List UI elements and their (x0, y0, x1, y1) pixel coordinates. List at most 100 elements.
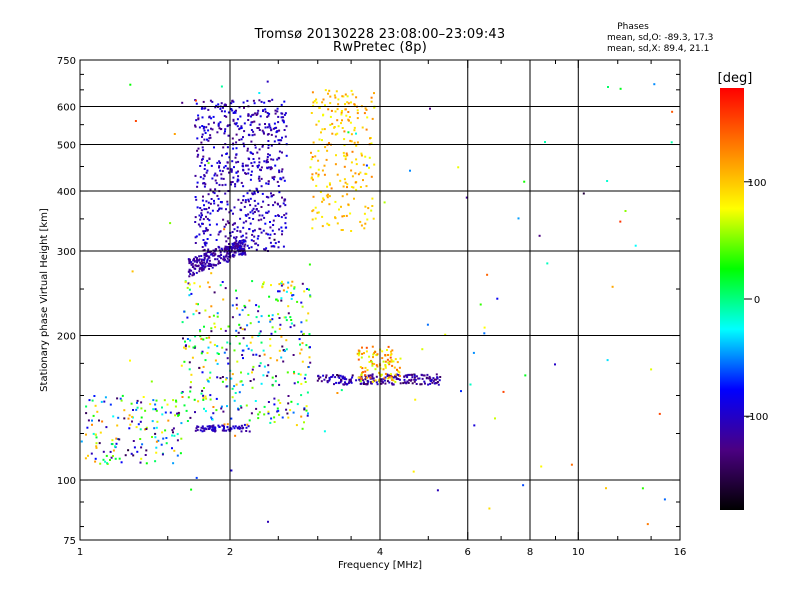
data-point (282, 119, 285, 122)
data-point (278, 413, 281, 416)
data-point (256, 165, 259, 167)
data-point (238, 244, 241, 247)
data-point (624, 210, 627, 212)
data-point (101, 420, 104, 423)
data-point (280, 170, 283, 173)
data-point (245, 344, 248, 347)
data-point (198, 270, 201, 273)
data-point (241, 309, 244, 312)
data-point (252, 130, 255, 133)
data-point (359, 376, 362, 379)
data-point (371, 205, 374, 207)
data-point (226, 203, 229, 206)
data-point (473, 424, 476, 427)
data-point (296, 403, 299, 406)
data-point (184, 347, 187, 350)
data-point (322, 198, 325, 201)
data-point (220, 173, 223, 176)
data-point (390, 360, 393, 363)
data-point (115, 437, 118, 440)
data-point (390, 377, 393, 380)
data-point (250, 239, 253, 242)
data-point (193, 346, 196, 349)
data-point (433, 382, 436, 385)
data-point (222, 424, 225, 427)
data-point (267, 153, 270, 156)
data-point (118, 438, 121, 441)
data-point (230, 209, 233, 212)
data-point (242, 248, 245, 250)
data-point (196, 137, 199, 140)
data-point (243, 122, 246, 125)
data-point (193, 257, 195, 260)
data-point (226, 423, 229, 426)
data-point (218, 255, 221, 258)
data-point (370, 96, 373, 99)
data-point (428, 375, 431, 378)
data-point (278, 327, 281, 330)
data-point (361, 126, 364, 129)
data-point (216, 376, 219, 379)
data-point (114, 445, 116, 448)
data-point (209, 233, 212, 236)
data-point (227, 237, 230, 240)
data-point (210, 117, 213, 120)
data-point (207, 255, 210, 258)
data-point (347, 102, 350, 105)
data-point (232, 100, 235, 103)
data-point (282, 202, 285, 205)
data-point (307, 312, 310, 315)
data-point (334, 200, 337, 203)
data-point (236, 247, 239, 250)
data-point (350, 186, 353, 188)
data-point (267, 364, 270, 367)
data-point (98, 442, 101, 445)
data-point (242, 226, 245, 229)
data-point (211, 428, 214, 431)
data-point (334, 376, 337, 379)
data-point (382, 378, 385, 381)
data-point (283, 179, 286, 182)
data-point (238, 253, 241, 256)
data-point (282, 116, 285, 119)
data-point (134, 120, 137, 122)
data-point (225, 248, 228, 251)
data-point (413, 374, 416, 377)
data-point (308, 356, 311, 359)
data-point (413, 380, 416, 383)
data-point (209, 188, 212, 191)
data-point (267, 410, 270, 413)
data-point (145, 449, 148, 452)
data-point (209, 99, 212, 102)
data-point (279, 177, 282, 180)
data-point (205, 242, 208, 245)
data-point (264, 123, 266, 125)
data-point (384, 354, 387, 356)
data-point (132, 454, 135, 457)
data-point (280, 356, 283, 359)
data-point (187, 396, 190, 399)
data-point (243, 245, 246, 248)
data-point (200, 255, 203, 257)
data-point (309, 361, 312, 364)
data-point (238, 246, 241, 249)
data-point (269, 357, 272, 360)
data-point (231, 223, 234, 226)
data-point (205, 227, 208, 230)
data-point (350, 89, 353, 92)
data-point (210, 305, 213, 308)
data-point (251, 368, 254, 371)
data-point (123, 409, 126, 412)
data-point (194, 256, 197, 259)
data-point (284, 222, 287, 225)
data-point (277, 313, 280, 316)
data-point (283, 316, 286, 319)
data-point (309, 346, 311, 349)
data-point (185, 409, 188, 412)
data-point (349, 121, 352, 124)
data-point (215, 104, 218, 107)
data-point (276, 359, 279, 362)
data-point (263, 365, 266, 368)
data-point (355, 96, 358, 99)
data-point (192, 346, 195, 349)
